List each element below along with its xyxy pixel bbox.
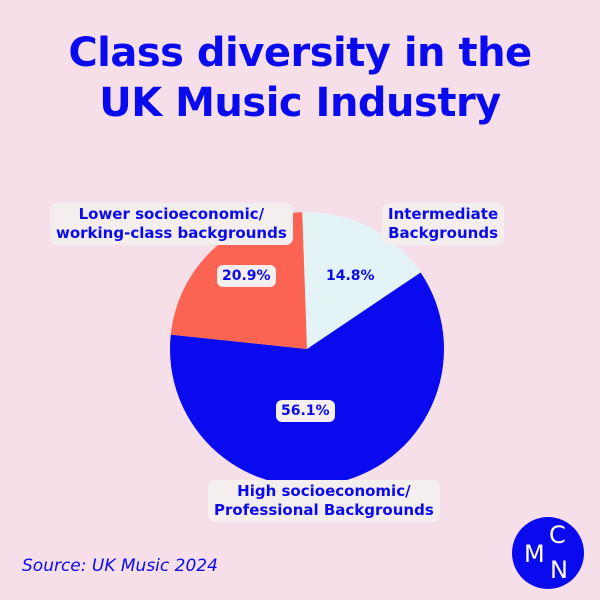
value-label-high: 56.1% xyxy=(276,400,335,422)
pie-slice-1 xyxy=(169,272,445,487)
label-line: High socioeconomic/ xyxy=(237,482,411,500)
title-line-2: UK Music Industry xyxy=(99,80,501,126)
logo-letter: M xyxy=(524,540,545,568)
source-note: Source: UK Music 2024 xyxy=(22,556,218,576)
label-line: Lower socioeconomic/ xyxy=(78,205,265,223)
value-label-intermediate: 14.8% xyxy=(326,268,375,284)
logo-letter: C xyxy=(549,521,566,549)
label-line: Intermediate xyxy=(388,205,499,223)
title-line-1: Class diversity in the xyxy=(68,30,532,76)
label-high-socioeconomic: High socioeconomic/ Professional Backgro… xyxy=(208,480,440,522)
label-line: Backgrounds xyxy=(388,224,499,242)
label-intermediate: Intermediate Backgrounds xyxy=(382,203,505,245)
label-line: working-class backgrounds xyxy=(56,224,287,242)
cmn-logo: C M N xyxy=(512,517,584,589)
pie-slice-0 xyxy=(302,211,421,349)
logo-letter: N xyxy=(550,556,568,584)
label-line: Professional Backgrounds xyxy=(214,501,434,519)
value-label-lower: 20.9% xyxy=(217,265,276,287)
chart-title: Class diversity in the UK Music Industry xyxy=(0,28,600,128)
label-lower-socioeconomic: Lower socioeconomic/ working-class backg… xyxy=(50,203,293,245)
